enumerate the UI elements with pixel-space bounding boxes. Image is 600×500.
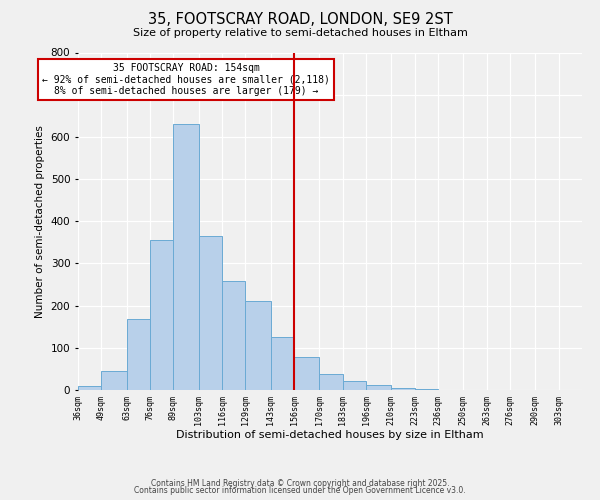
Bar	[245, 302, 271, 390]
Bar	[319, 374, 343, 390]
Bar	[391, 388, 415, 390]
Text: Contains public sector information licensed under the Open Government Licence v3: Contains public sector information licen…	[134, 486, 466, 495]
Y-axis label: Number of semi-detached properties: Number of semi-detached properties	[35, 125, 45, 318]
Bar	[343, 380, 366, 390]
Bar	[366, 384, 391, 390]
Bar	[222, 281, 245, 390]
Bar	[173, 124, 199, 390]
Bar	[294, 357, 319, 390]
Text: 35 FOOTSCRAY ROAD: 154sqm
← 92% of semi-detached houses are smaller (2,118)
8% o: 35 FOOTSCRAY ROAD: 154sqm ← 92% of semi-…	[42, 63, 330, 96]
X-axis label: Distribution of semi-detached houses by size in Eltham: Distribution of semi-detached houses by …	[176, 430, 484, 440]
Bar	[199, 236, 222, 390]
Bar	[101, 371, 127, 390]
Bar	[127, 319, 150, 390]
Bar	[415, 389, 438, 390]
Text: Contains HM Land Registry data © Crown copyright and database right 2025.: Contains HM Land Registry data © Crown c…	[151, 478, 449, 488]
Text: Size of property relative to semi-detached houses in Eltham: Size of property relative to semi-detach…	[133, 28, 467, 38]
Bar	[271, 338, 294, 390]
Text: 35, FOOTSCRAY ROAD, LONDON, SE9 2ST: 35, FOOTSCRAY ROAD, LONDON, SE9 2ST	[148, 12, 452, 28]
Bar	[78, 386, 101, 390]
Bar	[150, 240, 173, 390]
